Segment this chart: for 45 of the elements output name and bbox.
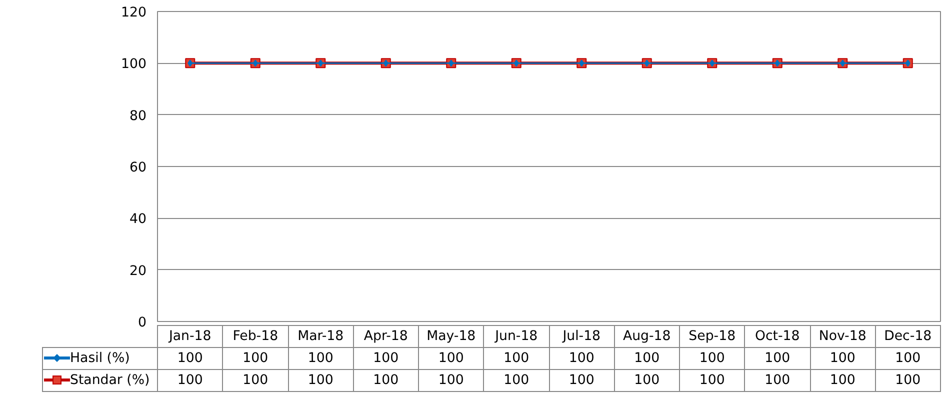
data-label: 100 [744, 370, 810, 392]
data-label: 100 [353, 370, 418, 392]
data-label: 100 [353, 348, 418, 370]
data-label: 100 [418, 348, 484, 370]
x-tick-label: Jun-18 [484, 326, 549, 348]
data-label: 100 [549, 348, 614, 370]
data-label: 100 [418, 370, 484, 392]
x-tick-label: Mar-18 [288, 326, 354, 348]
legend-label: Hasil (%) [42, 348, 158, 370]
data-label: 100 [288, 348, 354, 370]
data-label: 100 [484, 370, 549, 392]
data-label: 100 [810, 370, 876, 392]
data-label: 100 [614, 370, 680, 392]
data-label: 100 [484, 348, 549, 370]
y-tick-label: 80 [130, 108, 147, 124]
data-label: 100 [614, 348, 680, 370]
data-label: 100 [875, 348, 940, 370]
x-tick-label: Jan-18 [158, 326, 223, 348]
data-label: 100 [222, 370, 288, 392]
x-tick-label: Jul-18 [549, 326, 614, 348]
data-label: 100 [158, 370, 223, 392]
data-label: 100 [744, 348, 810, 370]
x-tick-label: Dec-18 [875, 326, 940, 348]
data-label: 100 [875, 370, 940, 392]
legend-label: Standar (%) [42, 370, 158, 392]
x-tick-label: Nov-18 [810, 326, 876, 348]
y-tick-label: 120 [121, 6, 147, 20]
x-tick-label: Oct-18 [744, 326, 810, 348]
data-label: 100 [222, 348, 288, 370]
x-tick-label: Apr-18 [353, 326, 418, 348]
data-label: 100 [680, 348, 745, 370]
y-tick-label: 60 [130, 160, 147, 176]
y-tick-label: 0 [138, 316, 147, 330]
data-label: 100 [680, 370, 745, 392]
y-tick-label: 100 [121, 57, 147, 72]
y-tick-label: 40 [130, 212, 147, 228]
y-tick-label: 20 [130, 264, 147, 279]
x-tick-label: Aug-18 [614, 326, 680, 348]
data-label: 100 [549, 370, 614, 392]
x-tick-label: May-18 [418, 326, 484, 348]
data-label: 100 [810, 348, 876, 370]
data-label: 100 [288, 370, 354, 392]
x-tick-label: Sep-18 [680, 326, 745, 348]
data-label: 100 [158, 348, 223, 370]
x-tick-label: Feb-18 [222, 326, 288, 348]
